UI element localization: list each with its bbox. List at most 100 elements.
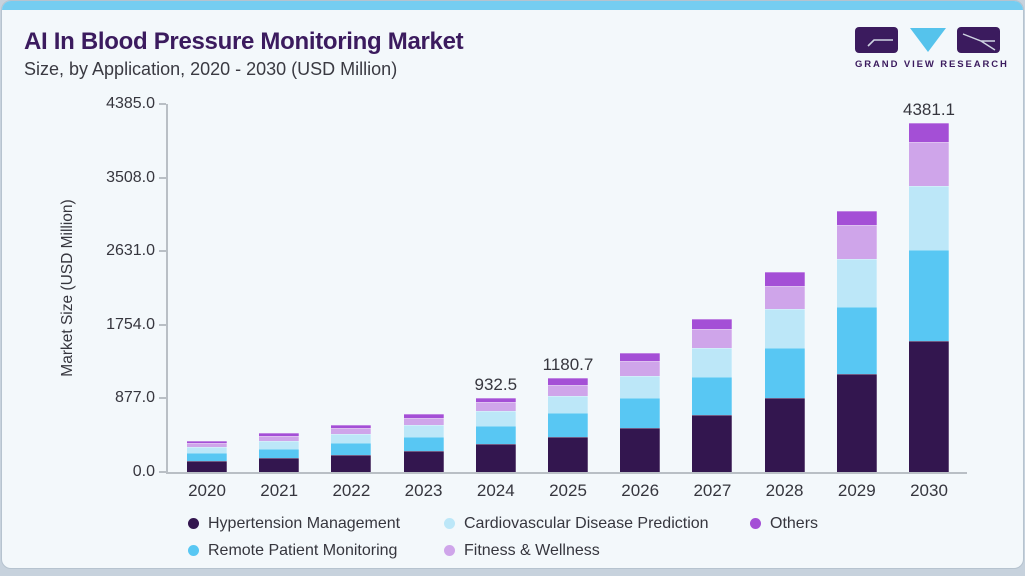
y-tick-mark xyxy=(159,323,166,326)
bar-segment-hypertension-management xyxy=(620,427,661,472)
bar-segment-others xyxy=(187,440,227,443)
y-tick-mark xyxy=(159,397,166,400)
bar-segment-hypertension-management xyxy=(692,415,733,472)
bar-segment-remote-patient-monitoring xyxy=(836,307,877,375)
gvr-logo-text: GRAND VIEW RESEARCH xyxy=(855,59,1009,70)
bar-value-label-2025: 1180.7 xyxy=(542,354,594,374)
y-tick-mark xyxy=(159,176,166,179)
legend-dot xyxy=(188,518,199,529)
bar-value-label-2030: 4381.1 xyxy=(903,100,955,119)
x-tick-label-2022: 2022 xyxy=(332,481,371,500)
bar-segment-others xyxy=(692,318,733,330)
gvr-logo-g-icon xyxy=(855,27,898,53)
y-tick-label: 3508.0 xyxy=(106,168,155,186)
bar-segment-remote-patient-monitoring xyxy=(475,426,516,445)
page-title: AI In Blood Pressure Monitoring Market xyxy=(24,28,464,55)
bar-segment-fitness-wellness xyxy=(764,286,805,310)
gvr-logo: GRAND VIEW RESEARCH xyxy=(855,27,1009,70)
x-tick-label-2026: 2026 xyxy=(621,481,660,500)
bar-segment-cardiovascular-disease-prediction xyxy=(692,348,733,378)
legend-label: Remote Patient Monitoring xyxy=(208,541,398,559)
legend-item-cardiovascular-disease-prediction: Cardiovascular Disease Prediction xyxy=(444,515,750,533)
bar-segment-others xyxy=(909,123,949,142)
bar-segment-remote-patient-monitoring xyxy=(620,397,661,428)
x-tick-label-2021: 2021 xyxy=(260,481,299,500)
bar-2027 xyxy=(692,318,733,472)
legend-dot xyxy=(750,518,761,529)
x-tick-label-2029: 2029 xyxy=(837,481,876,500)
bar-segment-others xyxy=(475,397,516,402)
bar-segment-remote-patient-monitoring xyxy=(764,348,805,399)
bar-2020 xyxy=(187,440,227,472)
bar-segment-cardiovascular-disease-prediction xyxy=(259,441,300,449)
bar-segment-cardiovascular-disease-prediction xyxy=(331,434,372,444)
bar-segment-remote-patient-monitoring xyxy=(331,443,372,456)
bar-segment-others xyxy=(548,377,588,385)
bar-segment-others xyxy=(331,424,372,428)
chart-legend: Hypertension Management Remote Patient Mo… xyxy=(188,510,818,564)
legend-dot xyxy=(188,545,199,556)
bar-2029 xyxy=(836,211,877,472)
bar-segment-fitness-wellness xyxy=(475,401,516,412)
legend-dot xyxy=(444,545,455,556)
legend-label: Others xyxy=(770,514,819,532)
bar-segment-cardiovascular-disease-prediction xyxy=(909,185,949,251)
page-subtitle: Size, by Application, 2020 - 2030 (USD M… xyxy=(24,59,398,79)
bar-segment-others xyxy=(764,272,805,287)
bar-segment-remote-patient-monitoring xyxy=(187,452,227,461)
bar-segment-cardiovascular-disease-prediction xyxy=(620,376,661,398)
x-tick-label-2030: 2030 xyxy=(910,481,948,500)
bar-segment-cardiovascular-disease-prediction xyxy=(764,309,805,349)
bar-segment-others xyxy=(836,211,877,226)
bar-segment-cardiovascular-disease-prediction xyxy=(475,411,516,427)
bar-segment-hypertension-management xyxy=(764,398,805,472)
bar-segment-cardiovascular-disease-prediction xyxy=(187,446,227,453)
gvr-logo-v-icon xyxy=(909,28,946,52)
bar-segment-fitness-wellness xyxy=(692,329,733,349)
gvr-logo-r-icon xyxy=(957,27,1000,53)
x-tick-label-2024: 2024 xyxy=(476,481,515,500)
bar-2023 xyxy=(403,413,444,472)
bar-segment-hypertension-management xyxy=(548,436,588,472)
bar-segment-fitness-wellness xyxy=(259,436,300,442)
bar-2021 xyxy=(259,433,300,472)
legend-label: Cardiovascular Disease Prediction xyxy=(464,514,709,532)
legend-item-remote-patient-monitoring: Remote Patient Monitoring xyxy=(188,542,444,560)
y-tick-label: 877.0 xyxy=(114,389,155,407)
y-axis-title: Market Size (USD Million) xyxy=(59,199,76,377)
bar-segment-fitness-wellness xyxy=(836,225,877,260)
y-tick-mark xyxy=(159,250,166,253)
bar-segment-cardiovascular-disease-prediction xyxy=(836,259,877,308)
y-tick-mark xyxy=(159,471,166,473)
y-tick-mark xyxy=(159,103,166,105)
x-axis-line xyxy=(166,472,967,474)
bar-segment-remote-patient-monitoring xyxy=(403,436,444,452)
bar-2026 xyxy=(620,352,661,472)
bar-segment-cardiovascular-disease-prediction xyxy=(548,396,588,414)
bar-segment-hypertension-management xyxy=(187,460,227,472)
bar-segment-others xyxy=(403,413,444,418)
bar-segment-fitness-wellness xyxy=(331,427,372,435)
gvr-logo-mark xyxy=(855,27,1000,53)
bar-segment-others xyxy=(620,352,661,362)
bar-2024 xyxy=(475,397,516,472)
bar-2030 xyxy=(909,123,949,472)
legend-dot xyxy=(444,518,455,529)
bar-segment-hypertension-management xyxy=(909,340,949,472)
bar-segment-hypertension-management xyxy=(403,451,444,472)
bar-segment-hypertension-management xyxy=(331,455,372,472)
legend-label: Fitness & Wellness xyxy=(464,541,600,559)
bar-segment-fitness-wellness xyxy=(909,141,949,186)
y-tick-label: 2631.0 xyxy=(106,242,155,260)
bar-segment-remote-patient-monitoring xyxy=(548,413,588,437)
legend-item-others: Others xyxy=(750,515,818,533)
bar-segment-remote-patient-monitoring xyxy=(909,250,949,341)
y-tick-label: 0.0 xyxy=(132,463,155,480)
bar-segment-cardiovascular-disease-prediction xyxy=(403,425,444,437)
bar-value-label-2024: 932.5 xyxy=(474,374,518,394)
bar-segment-hypertension-management xyxy=(259,458,300,472)
bar-segment-remote-patient-monitoring xyxy=(692,377,733,416)
top-accent-bar xyxy=(2,1,1023,10)
legend-label: Hypertension Management xyxy=(208,514,401,532)
bar-segment-fitness-wellness xyxy=(548,384,588,397)
